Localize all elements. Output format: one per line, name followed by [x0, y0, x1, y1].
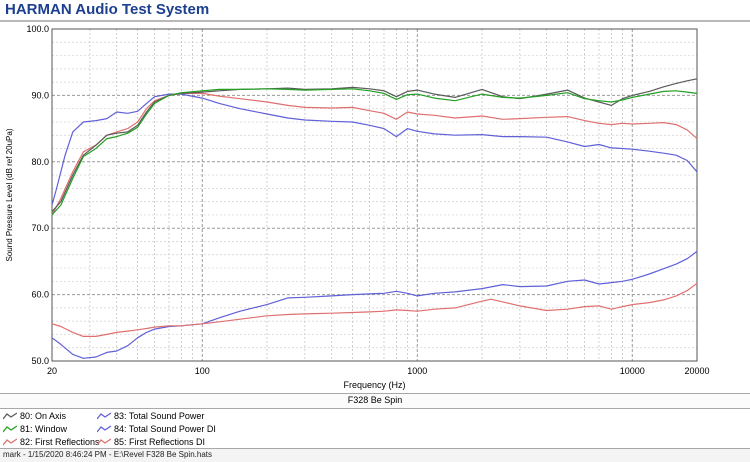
chart-legend: 80: On Axis 81: Window 82: First Reflectio… — [0, 409, 750, 447]
frequency-response-chart: 50.0 60.0 70.0 80.0 90.0 100.0 20 100 1000 10000 2… — [5, 24, 710, 390]
y-tick-label: 60.0 — [31, 290, 49, 300]
x-axis-label: Frequency (Hz) — [343, 380, 405, 390]
x-tick-label: 20 — [47, 366, 57, 376]
legend-item: 84: Total Sound Power DI — [97, 423, 216, 435]
legend-label: 85: First Reflections DI — [114, 437, 206, 447]
x-tick-label: 100 — [195, 366, 210, 376]
series-line — [51, 78, 698, 212]
x-tick-label: 20000 — [684, 366, 709, 376]
title-divider — [0, 20, 750, 22]
legend-item: 83: Total Sound Power — [97, 410, 204, 422]
legend-item: 82: First Reflections — [3, 436, 100, 448]
plot-frame — [51, 28, 698, 362]
chart-subtitle: F328 Be Spin — [347, 395, 403, 405]
legend-swatch — [97, 425, 111, 433]
series-line — [51, 88, 698, 216]
legend-label: 82: First Reflections — [20, 437, 100, 447]
x-tick-label: 1000 — [407, 366, 427, 376]
y-tick-label: 90.0 — [31, 90, 49, 100]
y-tick-label: 100.0 — [26, 24, 49, 34]
legend-swatch — [97, 412, 111, 420]
series-line — [51, 250, 698, 359]
legend-item: 80: On Axis — [3, 410, 66, 422]
status-text: mark - 1/15/2020 8:46:24 PM - E:\Revel F… — [3, 450, 212, 459]
y-tick-label: 50.0 — [31, 356, 49, 366]
legend-label: 80: On Axis — [20, 411, 67, 421]
legend-swatch — [3, 438, 17, 446]
legend-label: 84: Total Sound Power DI — [114, 424, 216, 434]
y-tick-label: 70.0 — [31, 223, 49, 233]
legend-item: 85: First Reflections DI — [97, 436, 205, 448]
plot-area — [52, 29, 697, 361]
legend-label: 81: Window — [20, 424, 68, 434]
y-tick-label: 80.0 — [31, 157, 49, 167]
series-line — [51, 93, 698, 206]
chart-subtitle-bar: F328 Be Spin — [0, 393, 750, 409]
status-bar: mark - 1/15/2020 8:46:24 PM - E:\Revel F… — [0, 448, 750, 462]
legend-item: 81: Window — [3, 423, 67, 435]
legend-swatch — [97, 438, 111, 446]
series-line — [51, 92, 698, 216]
legend-label: 83: Total Sound Power — [114, 411, 205, 421]
legend-swatch — [3, 425, 17, 433]
app-title: HARMAN Audio Test System — [5, 1, 210, 18]
series-line — [51, 282, 698, 337]
window-title-bar: HARMAN Audio Test System — [0, 0, 750, 20]
y-axis-label: Sound Pressure Level (dB ref 20uPa) — [5, 128, 14, 261]
x-tick-label: 10000 — [620, 366, 645, 376]
legend-swatch — [3, 412, 17, 420]
